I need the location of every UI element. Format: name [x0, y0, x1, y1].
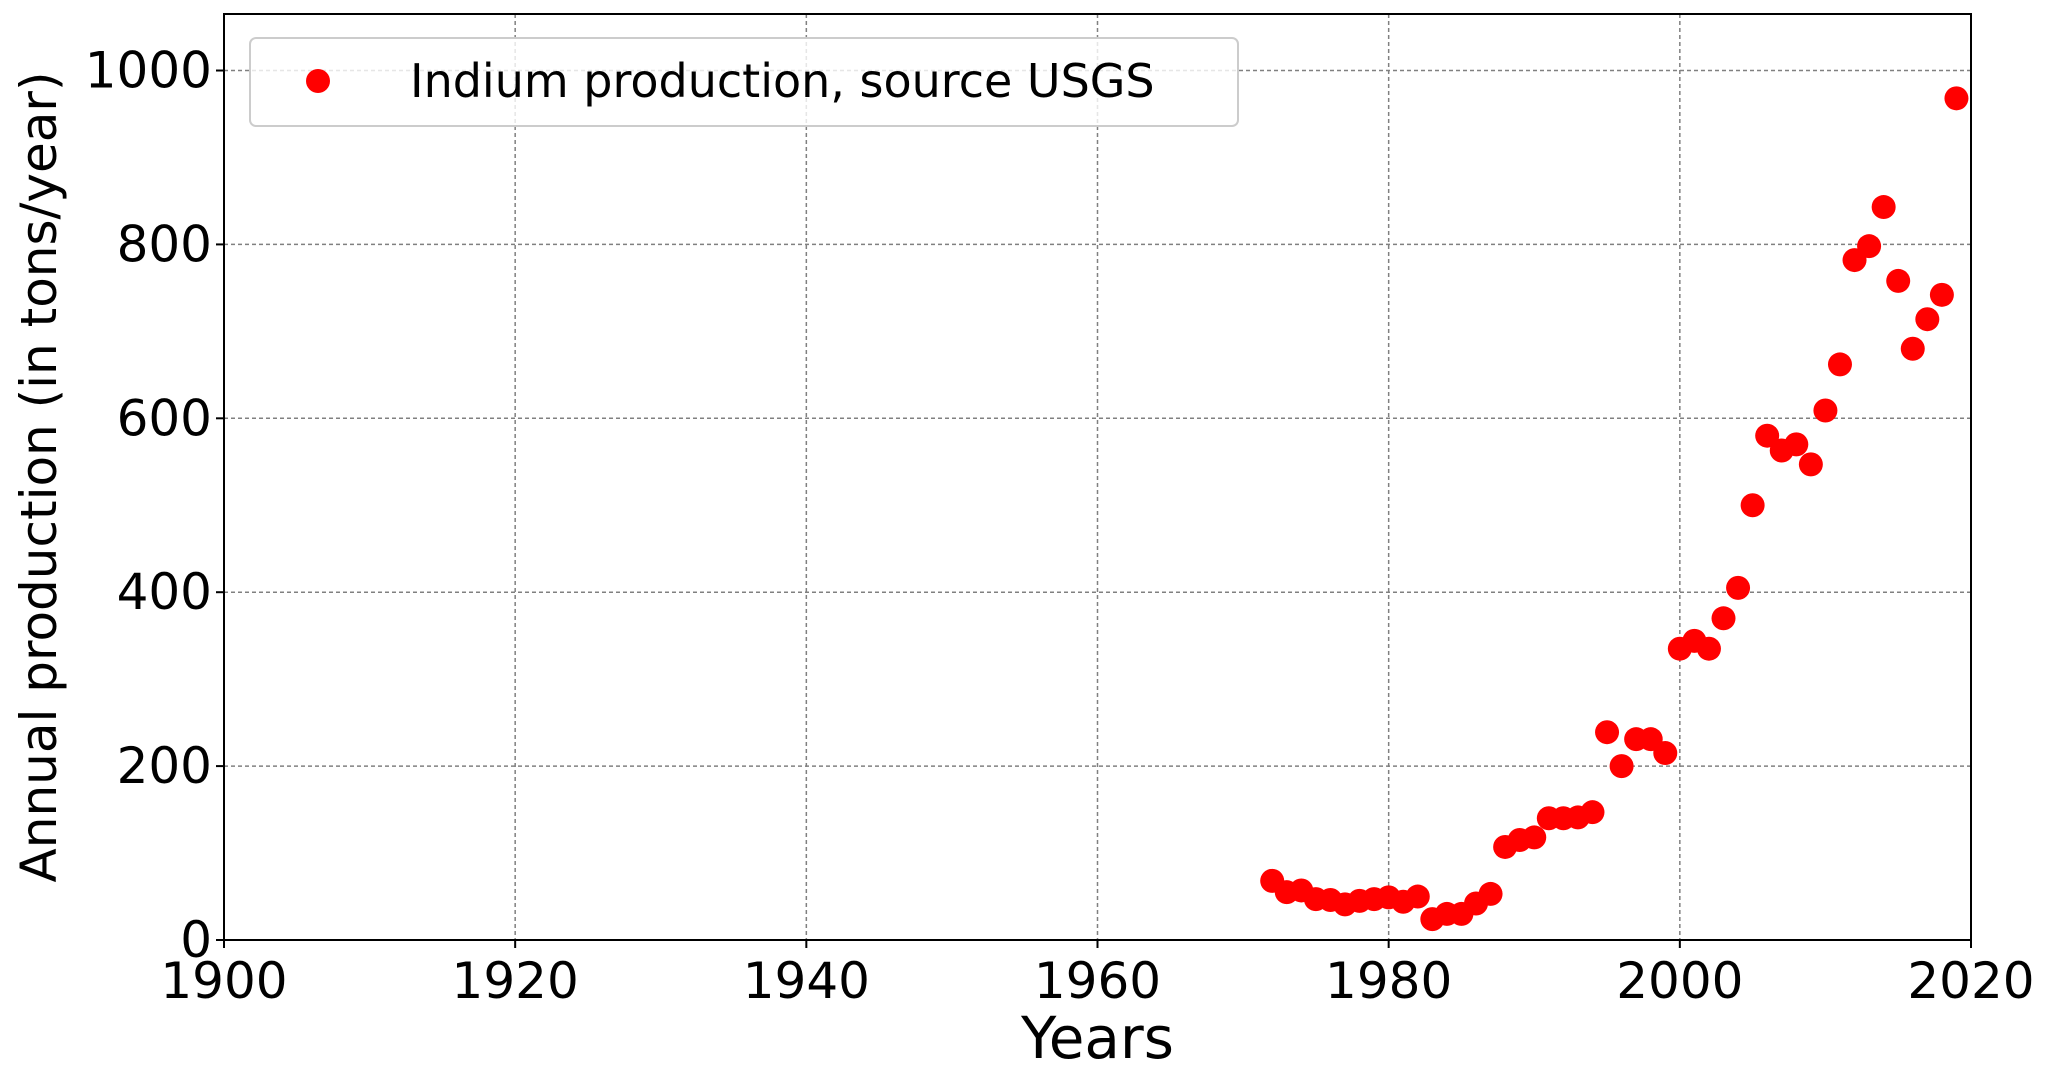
data-point	[1609, 754, 1634, 779]
data-point	[1784, 432, 1809, 457]
data-point	[1900, 336, 1925, 361]
y-tick-label: 1000	[85, 42, 212, 100]
data-point	[1580, 800, 1605, 825]
data-point	[1871, 195, 1896, 220]
y-tick-label: 600	[117, 389, 212, 447]
data-point	[1827, 352, 1852, 377]
data-points	[1260, 86, 1969, 932]
data-point	[1944, 86, 1969, 111]
x-tick-label: 1960	[1034, 952, 1161, 1010]
y-tick-label: 0	[180, 911, 212, 969]
y-tick-label: 400	[117, 563, 212, 621]
data-point	[1405, 884, 1430, 909]
x-tick-label: 1980	[1325, 952, 1452, 1010]
data-point	[1740, 493, 1765, 518]
data-point	[1595, 720, 1620, 745]
data-point	[1696, 636, 1721, 661]
x-tick-label: 2020	[1907, 952, 2034, 1010]
x-axis-title: Years	[1020, 1004, 1174, 1072]
data-point	[1522, 825, 1547, 850]
data-point	[1813, 398, 1838, 423]
data-point	[1653, 741, 1678, 766]
legend-label: Indium production, source USGS	[410, 54, 1155, 108]
x-axis-ticks: 1900 1920 1940 1960 1980 2000 2020	[160, 940, 2035, 1010]
x-tick-label: 1900	[160, 952, 287, 1010]
x-tick-label: 1920	[452, 952, 579, 1010]
data-point	[1915, 307, 1940, 332]
data-point	[1886, 268, 1911, 293]
data-point	[1726, 575, 1751, 600]
x-tick-label: 1940	[743, 952, 870, 1010]
y-axis-ticks: 0 200 400 600 800 1000	[85, 42, 224, 969]
data-point	[1798, 452, 1823, 477]
legend-marker	[306, 69, 330, 93]
x-tick-label: 2000	[1616, 952, 1743, 1010]
data-point	[1755, 423, 1780, 448]
y-tick-label: 200	[117, 737, 212, 795]
legend: Indium production, source USGS	[249, 37, 1239, 127]
data-point	[1711, 606, 1736, 631]
data-point	[1478, 881, 1503, 906]
y-axis-title: Annual production (in tons/year)	[10, 72, 68, 883]
legend-box	[249, 37, 1239, 127]
data-point	[1929, 282, 1954, 307]
data-point	[1857, 234, 1882, 259]
y-tick-label: 800	[117, 215, 212, 273]
